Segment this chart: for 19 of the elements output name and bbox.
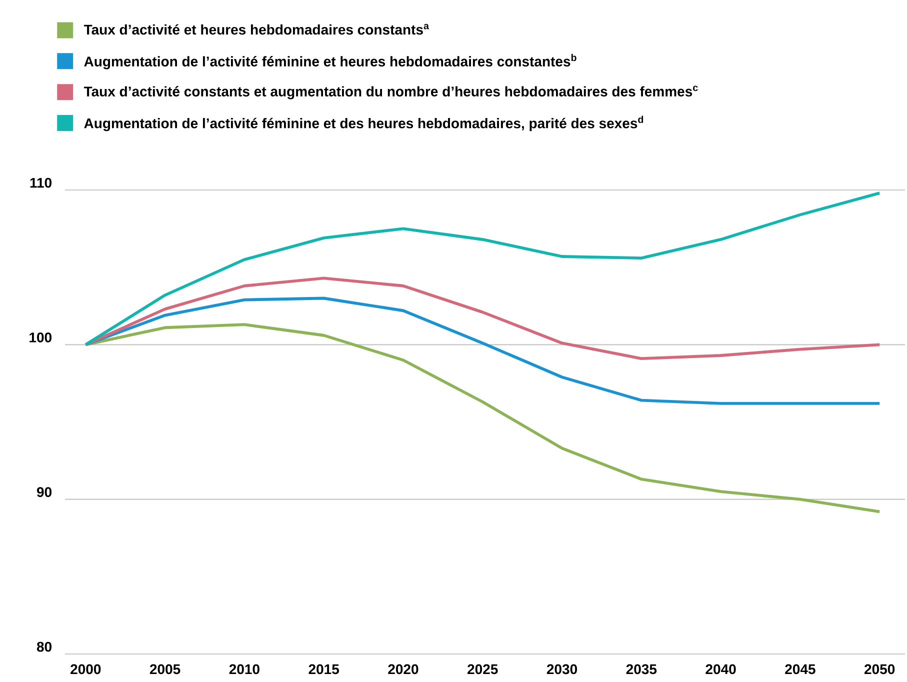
legend-label: Taux d’activité et heures hebdomadaires constants$^{a}$: [84, 24, 430, 35]
y-tick-label: 80: [36, 642, 52, 652]
x-tick-label: 2040: [706, 664, 736, 674]
legend-label: Augmentation de l’activité féminine et heures hebdomadaires constantes$^{b}$: [84, 54, 576, 70]
x-tick-label: 2015: [308, 664, 339, 674]
y-tick-label: 110: [30, 178, 52, 188]
x-tick-label: 2045: [785, 664, 816, 674]
legend-label: Augmentation de l’activité féminine et des heures hebdomadaires, parité des sexes$^{d}$: [84, 116, 644, 132]
y-tick-label: 100: [30, 332, 52, 342]
x-tick-label: 2010: [229, 664, 260, 674]
x-tick-label: 2025: [468, 664, 498, 674]
x-tick-label: 2020: [388, 664, 418, 674]
y-tick-label: 90: [36, 487, 52, 498]
x-tick-label: 2000: [70, 664, 101, 674]
x-tick-label: 2050: [864, 664, 895, 674]
x-tick-label: 2030: [546, 664, 578, 674]
legend-label: Taux d’activité constants et augmentation du nombre d’heures hebdomadaires des femmes$^{c}$: [84, 86, 698, 100]
x-tick-label: 2035: [626, 664, 657, 674]
x-tick-label: 2005: [150, 664, 180, 674]
